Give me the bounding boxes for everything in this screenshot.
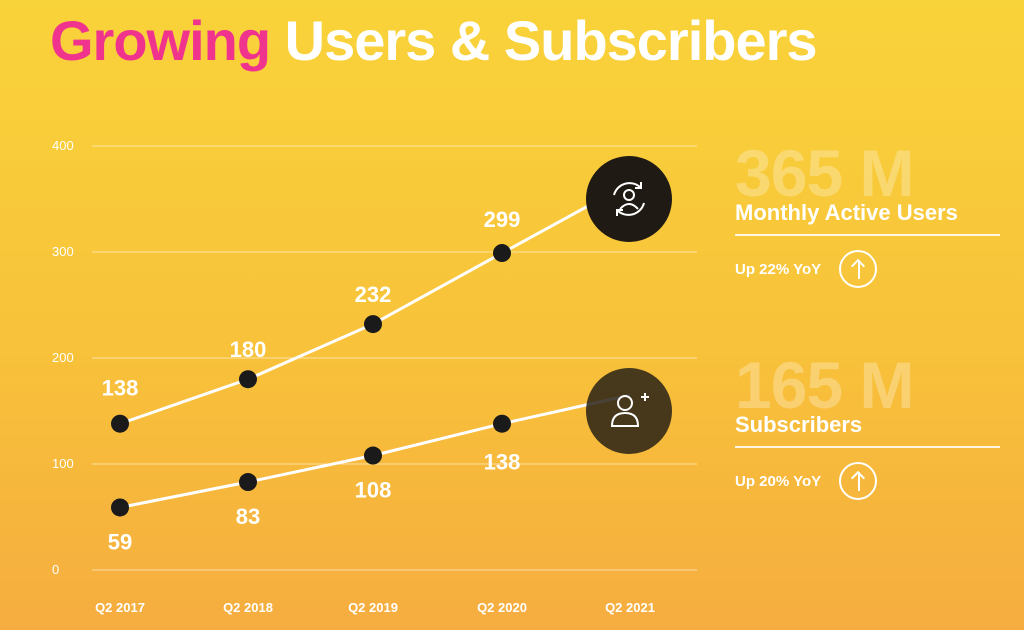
data-label: 83 [236,504,260,529]
y-tick-label: 0 [52,562,59,577]
x-tick-label: Q2 2020 [477,600,527,615]
page-title: Growing Users & Subscribers [50,8,818,73]
y-tick-label: 400 [52,138,74,153]
mau-yoy-text: Up 22% YoY [735,260,822,278]
x-tick-label: Q2 2018 [223,600,273,615]
data-label: 180 [230,337,267,362]
data-label: 138 [102,376,139,401]
y-tick-label: 100 [52,456,74,471]
data-label: 108 [355,478,392,503]
title-accent: Growing [50,9,271,72]
subscribers-value: 165 M [735,348,914,422]
data-point [239,370,257,389]
x-tick-label: Q2 2021 [605,600,655,615]
stat-subscribers: 165 M Subscribers Up 20% YoY [735,352,1000,502]
data-point [239,473,257,492]
mau-label: Monthly Active Users [735,200,1000,236]
mau-value: 365 M [735,136,914,210]
stat-mau: 365 M Monthly Active Users Up 22% YoY [735,140,1000,290]
refresh-user-icon [613,182,645,216]
data-point [364,446,382,465]
title-rest: Users & Subscribers [270,9,818,72]
subscriber-icon-circle [586,368,672,454]
data-point [364,315,382,334]
add-user-icon [610,393,649,427]
data-label: 299 [484,207,521,232]
x-tick-label: Q2 2017 [95,600,145,615]
data-point [111,498,129,517]
up-arrow-icon [839,462,878,500]
subscribers-yoy-text: Up 20% YoY [735,472,822,490]
subscribers-yoy: Up 20% YoY [735,460,1000,502]
x-tick-label: Q2 2019 [348,600,398,615]
mau-yoy: Up 22% YoY [735,248,1000,290]
up-arrow-icon [839,250,878,288]
data-label: 232 [355,282,392,307]
data-label: 59 [108,529,132,554]
subscribers-label: Subscribers [735,412,1000,448]
data-point [493,414,511,433]
data-point [111,414,129,433]
data-label: 138 [484,450,521,475]
data-point [493,244,511,263]
y-tick-label: 300 [52,244,74,259]
y-tick-label: 200 [52,350,74,365]
